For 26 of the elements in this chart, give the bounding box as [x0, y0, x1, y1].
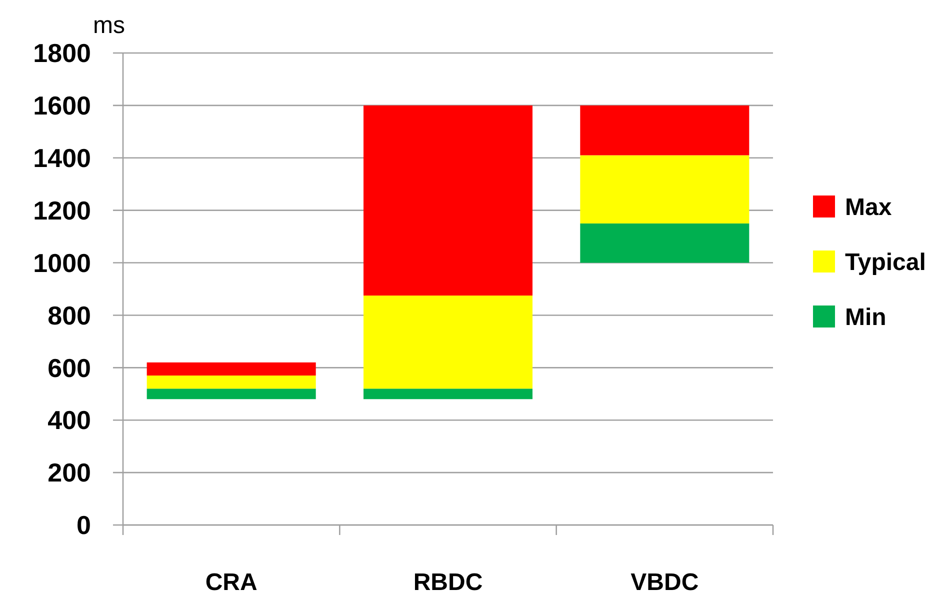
- bar: [580, 223, 750, 263]
- bar: [146, 388, 316, 400]
- bar: [364, 388, 532, 400]
- y-tick-label: 200: [48, 458, 91, 488]
- y-tick-label: 1200: [33, 195, 91, 226]
- bar: [364, 296, 532, 389]
- legend-label: Typical: [845, 248, 926, 276]
- bar: [364, 105, 532, 296]
- x-tick-label: CRA: [205, 569, 258, 596]
- bar: [146, 376, 316, 389]
- legend-label: Min: [845, 304, 886, 331]
- y-tick-label: 800: [48, 300, 91, 330]
- bar: [580, 155, 750, 224]
- y-tick-label: 400: [48, 405, 91, 436]
- bar: [580, 105, 750, 156]
- y-tick-label: 1400: [33, 142, 91, 173]
- y-tick-label: 0: [76, 510, 91, 540]
- legend-label: Max: [845, 194, 892, 221]
- y-tick-label: 1600: [33, 90, 91, 121]
- y-axis-title: ms: [93, 12, 125, 39]
- y-tick-label: 1000: [33, 248, 91, 278]
- x-tick-label: VBDC: [630, 569, 699, 596]
- x-tick-label: RBDC: [413, 569, 483, 596]
- y-tick-label: 1800: [33, 38, 91, 68]
- y-tick-label: 600: [48, 352, 91, 383]
- bar: [146, 362, 316, 376]
